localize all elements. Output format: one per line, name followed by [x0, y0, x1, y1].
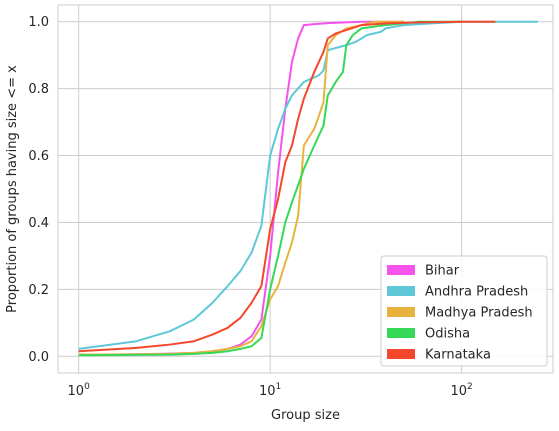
- legend-label: Karnataka: [425, 348, 491, 363]
- series-line: [78, 20, 496, 353]
- series-line: [78, 20, 404, 356]
- legend-swatch: [387, 265, 415, 275]
- series-line: [78, 20, 462, 357]
- x-tick-label: 100: [68, 382, 91, 399]
- legend-label: Andhra Pradesh: [425, 285, 528, 300]
- y-tick-label: 0.8: [28, 82, 49, 97]
- tick-layer: 100 101 102 0.0 0.2 0.4 0.6 0.8 1.0: [28, 15, 472, 399]
- x-tick-label: 102: [450, 382, 472, 399]
- series-layer: [78, 20, 538, 357]
- legend-swatch: [387, 349, 415, 359]
- grid-layer: [58, 5, 553, 373]
- y-tick-label: 0.4: [28, 216, 49, 231]
- x-axis-label: Group size: [271, 408, 340, 423]
- y-tick-label: 0.0: [28, 350, 49, 365]
- legend-swatch: [387, 286, 415, 296]
- y-tick-label: 1.0: [28, 15, 49, 30]
- series-line: [78, 20, 404, 356]
- x-tick-label: 101: [259, 382, 281, 399]
- y-tick-label: 0.2: [28, 283, 49, 298]
- legend-label: Madhya Pradesh: [425, 306, 533, 321]
- legend-swatch: [387, 328, 415, 338]
- legend: Bihar Andhra Pradesh Madhya Pradesh Odisha K…: [380, 255, 548, 367]
- plot-frame: [57, 4, 554, 374]
- y-axis-label: Proportion of groups having size <= x: [5, 65, 20, 313]
- y-tick-label: 0.6: [28, 149, 49, 164]
- legend-label: Odisha: [425, 327, 470, 342]
- legend-swatch: [387, 307, 415, 317]
- legend-frame: [380, 255, 548, 367]
- legend-label: Bihar: [425, 264, 460, 279]
